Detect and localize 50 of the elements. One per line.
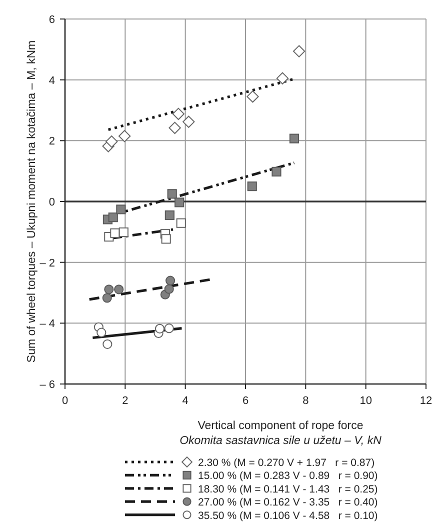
point (161, 234, 171, 244)
x-tick-label: 6 (242, 395, 249, 407)
point (182, 116, 195, 128)
y-tick-label: 0 (48, 196, 55, 208)
y-axis-title: Sum of wheel torques – Ukupni moment na kotačima – M, kNm (26, 40, 38, 363)
point (104, 284, 114, 294)
point (118, 130, 131, 142)
point (289, 134, 300, 144)
legend-label: 27.00 % (M = 0.162 V - 3.35 r = 0.40) (198, 496, 378, 509)
point (116, 204, 126, 214)
y-tick-label: – 6 (40, 379, 55, 391)
point (108, 212, 118, 222)
point (276, 72, 289, 84)
point (176, 218, 186, 228)
legend-label: 18.30 % (M = 0.141 V - 1.43 r = 0.25) (198, 483, 378, 496)
legend-label: 2.30 % (M = 0.270 V + 1.97 r = 0.87) (198, 457, 375, 469)
point (164, 324, 174, 334)
point (165, 276, 176, 286)
x-axis-title: Vertical component of rope force Okomita sastavnica sile u užetu – V, kN (180, 420, 382, 447)
point (174, 198, 184, 208)
point (272, 166, 282, 176)
x-tick-label: 4 (182, 395, 188, 407)
x-tick-label: 12 (420, 395, 432, 407)
point (102, 293, 112, 303)
point (106, 135, 118, 148)
point (247, 181, 257, 192)
y-tick-label: 4 (48, 74, 55, 87)
point (168, 122, 181, 134)
point (172, 108, 185, 120)
x-tick-label: 10 (360, 395, 372, 407)
point (114, 284, 124, 294)
point (154, 324, 165, 334)
point (164, 210, 174, 220)
y-tick-label: – 2 (40, 257, 55, 270)
x-tick-label: 8 (302, 395, 309, 407)
point (102, 339, 112, 349)
y-tick-label: 2 (48, 136, 55, 148)
y-tick-label: 6 (48, 14, 55, 26)
point (164, 284, 174, 294)
point (118, 227, 128, 238)
legend-label: 15.00 % (M = 0.283 V - 0.89 r = 0.90) (198, 470, 378, 482)
x-tick-label: 0 (62, 395, 68, 407)
point (110, 228, 120, 238)
point (292, 45, 306, 58)
point (167, 189, 177, 199)
point (246, 90, 259, 103)
x-tick-label: 2 (122, 395, 128, 407)
y-tick-label: – 4 (40, 318, 55, 330)
point (96, 328, 106, 338)
legend-label: 35.50 % (M = 0.106 V - 4.58 r = 0.10) (198, 510, 378, 522)
